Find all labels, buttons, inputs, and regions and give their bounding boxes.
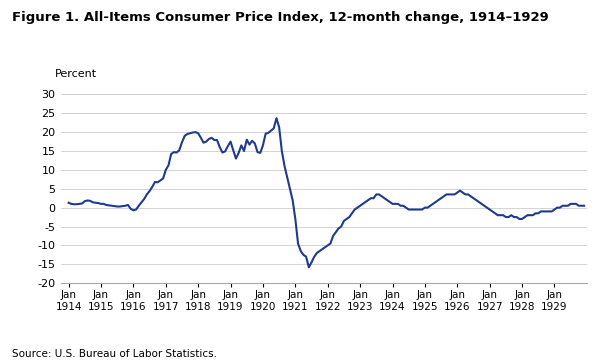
Text: Percent: Percent <box>55 69 97 79</box>
Text: Figure 1. All-Items Consumer Price Index, 12-month change, 1914–1929: Figure 1. All-Items Consumer Price Index… <box>12 11 549 24</box>
Text: Source: U.S. Bureau of Labor Statistics.: Source: U.S. Bureau of Labor Statistics. <box>12 349 217 359</box>
